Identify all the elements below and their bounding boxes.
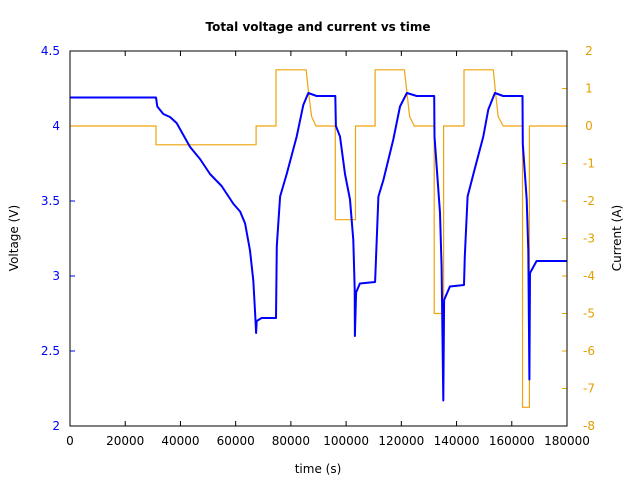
x-tick-label: 80000 xyxy=(272,434,310,448)
plot-frame xyxy=(69,50,568,427)
y-left-tick-label: 2 xyxy=(52,419,60,433)
x-tick-label: 180000 xyxy=(544,434,590,448)
y-right-tick-label: -8 xyxy=(583,419,595,433)
y-axis-right-label: Current (A) xyxy=(610,205,624,271)
x-tick-label: 100000 xyxy=(323,434,369,448)
chart-title: Total voltage and current vs time xyxy=(205,20,430,34)
x-tick-label: 40000 xyxy=(161,434,199,448)
y-left-tick-label: 3 xyxy=(52,269,60,283)
x-axis-label: time (s) xyxy=(295,462,342,476)
y-right-tick-label: -7 xyxy=(583,382,595,396)
x-tick-label: 160000 xyxy=(489,434,535,448)
x-tick-label: 120000 xyxy=(378,434,424,448)
y-left-tick-label: 4 xyxy=(52,119,60,133)
y-right-tick-label: -4 xyxy=(583,269,595,283)
y-left-tick-label: 2.5 xyxy=(41,344,60,358)
y-axis-left-label: Voltage (V) xyxy=(7,205,21,271)
y-right-tick-label: -6 xyxy=(583,344,595,358)
x-tick-label: 20000 xyxy=(106,434,144,448)
x-tick-label: 60000 xyxy=(217,434,255,448)
y-right-tick-label: -3 xyxy=(583,232,595,246)
y-left-tick-label: 3.5 xyxy=(41,194,60,208)
y-right-tick-label: -1 xyxy=(583,157,595,171)
y-right-tick-label: -5 xyxy=(583,307,595,321)
y-right-tick-label: 2 xyxy=(585,44,593,58)
y-right-tick-label: 0 xyxy=(585,119,593,133)
y-right-tick-label: 1 xyxy=(585,82,593,96)
x-tick-label: 0 xyxy=(66,434,74,448)
voltage-series-line xyxy=(70,92,567,402)
x-tick-label: 140000 xyxy=(434,434,480,448)
y-right-tick-label: -2 xyxy=(583,194,595,208)
y-left-tick-label: 4.5 xyxy=(41,44,60,58)
current-series-line xyxy=(70,69,567,408)
